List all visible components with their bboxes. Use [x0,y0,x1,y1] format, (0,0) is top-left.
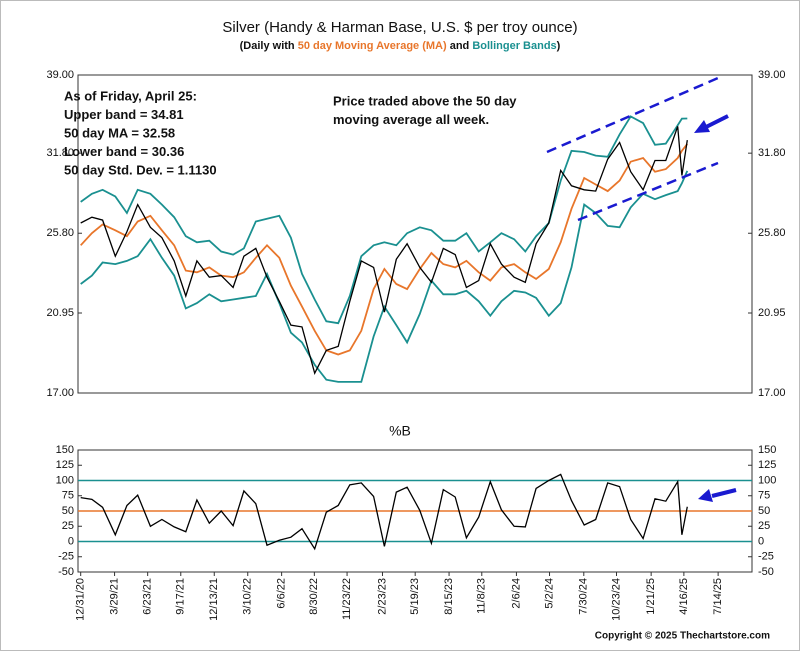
y-tick-label: -50 [58,566,74,578]
x-tick-label: 11/23/22 [341,578,353,620]
x-tick-label: 10/23/24 [610,578,622,621]
x-tick-label: 4/16/25 [678,578,690,615]
y-tick-label-right: 25.80 [758,227,786,239]
y-tick-label-right: 50 [758,505,770,517]
x-tick-label: 8/15/23 [443,578,455,615]
annotation: 50 day Std. Dev. = 1.1130 [64,162,217,177]
y-tick-label-right: 100 [758,474,776,486]
y-tick-label-right: 31.80 [758,147,786,159]
x-tick-label: 3/29/21 [108,578,120,615]
y-tick-label: 31.80 [46,147,74,159]
y-tick-label: 20.95 [46,307,74,319]
series-line [80,126,688,375]
y-tick-label-right: 20.95 [758,307,786,319]
subtitle-part: Bollinger Bands [472,40,556,52]
annotation: Price traded above the 50 day [333,93,517,108]
annotation: As of Friday, April 25: [64,88,197,103]
y-tick-label-right: 0 [758,535,764,547]
y-tick-label-right: 39.00 [758,69,786,81]
arrows [694,114,737,502]
channel-lower [577,161,719,222]
y-tick-label: 39.00 [46,69,74,81]
x-tick-label: 5/19/23 [409,578,421,615]
panel-title: %B [389,423,411,439]
subtitle-part: ) [557,40,561,52]
x-tick-label: 9/17/21 [175,578,187,615]
subtitle-part: and [447,40,473,52]
series-line [80,170,689,383]
y-tick-label: 150 [56,444,74,456]
y-tick-label: 50 [62,505,74,517]
arrow-shaft [705,114,729,129]
x-tick-label: 6/23/21 [142,578,154,615]
y-tick-label: 0 [68,535,74,547]
x-tick-label: 7/30/24 [578,578,590,615]
y-tick-label: 75 [62,490,74,502]
x-tick-label: 2/6/24 [510,578,522,609]
annotation: Upper band = 34.81 [64,107,184,122]
y-tick-label-right: 17.00 [758,387,786,399]
subtitle-part: 50 day Moving Average (MA) [298,40,447,52]
copyright: Copyright © 2025 Thechartstore.com [595,631,770,642]
x-tick-label: 12/31/20 [75,578,87,621]
price-frame [77,74,753,394]
series-line [80,473,688,551]
y-tick-label-right: 125 [758,459,776,471]
annotation: 50 day MA = 32.58 [64,125,175,140]
plots: 17.00 17.00 20.95 20.95 25.80 25.80 31.80 31.80… [46,69,785,621]
annotation: Lower band = 30.36 [64,144,184,159]
x-tick-label: 2/23/23 [376,578,388,615]
arrow-shaft [711,488,737,498]
x-tick-label: 8/30/22 [308,578,320,615]
x-tick-label: 11/8/23 [476,578,488,614]
y-tick-label: -25 [58,551,74,563]
y-tick-label: 125 [56,459,74,471]
y-tick-label-right: 150 [758,444,776,456]
y-tick-label-right: -50 [758,566,774,578]
x-tick-label: 7/14/25 [712,578,724,615]
x-tick-label: 3/10/22 [242,578,254,615]
arrow-head [694,120,710,133]
y-tick-label: 25.80 [46,227,74,239]
chart-subtitle: (Daily with 50 day Moving Average (MA) a… [240,40,561,52]
y-tick-label: 25 [62,520,74,532]
subtitle-part: (Daily with [240,40,298,52]
chart-title: Silver (Handy & Harman Base, U.S. $ per … [222,19,577,36]
y-tick-label: 17.00 [46,387,74,399]
annotation: moving average all week. [333,112,489,127]
x-tick-label: 12/13/21 [208,578,220,621]
y-tick-label-right: 25 [758,520,770,532]
series-line [80,115,688,325]
y-tick-label: 100 [56,474,74,486]
y-tick-label-right: -25 [758,551,774,563]
x-tick-label: 1/21/25 [645,578,657,615]
y-tick-label-right: 75 [758,490,770,502]
x-tick-label: 6/6/22 [276,578,288,609]
arrow-head [698,489,713,502]
x-tick-label: 5/2/24 [543,578,555,609]
